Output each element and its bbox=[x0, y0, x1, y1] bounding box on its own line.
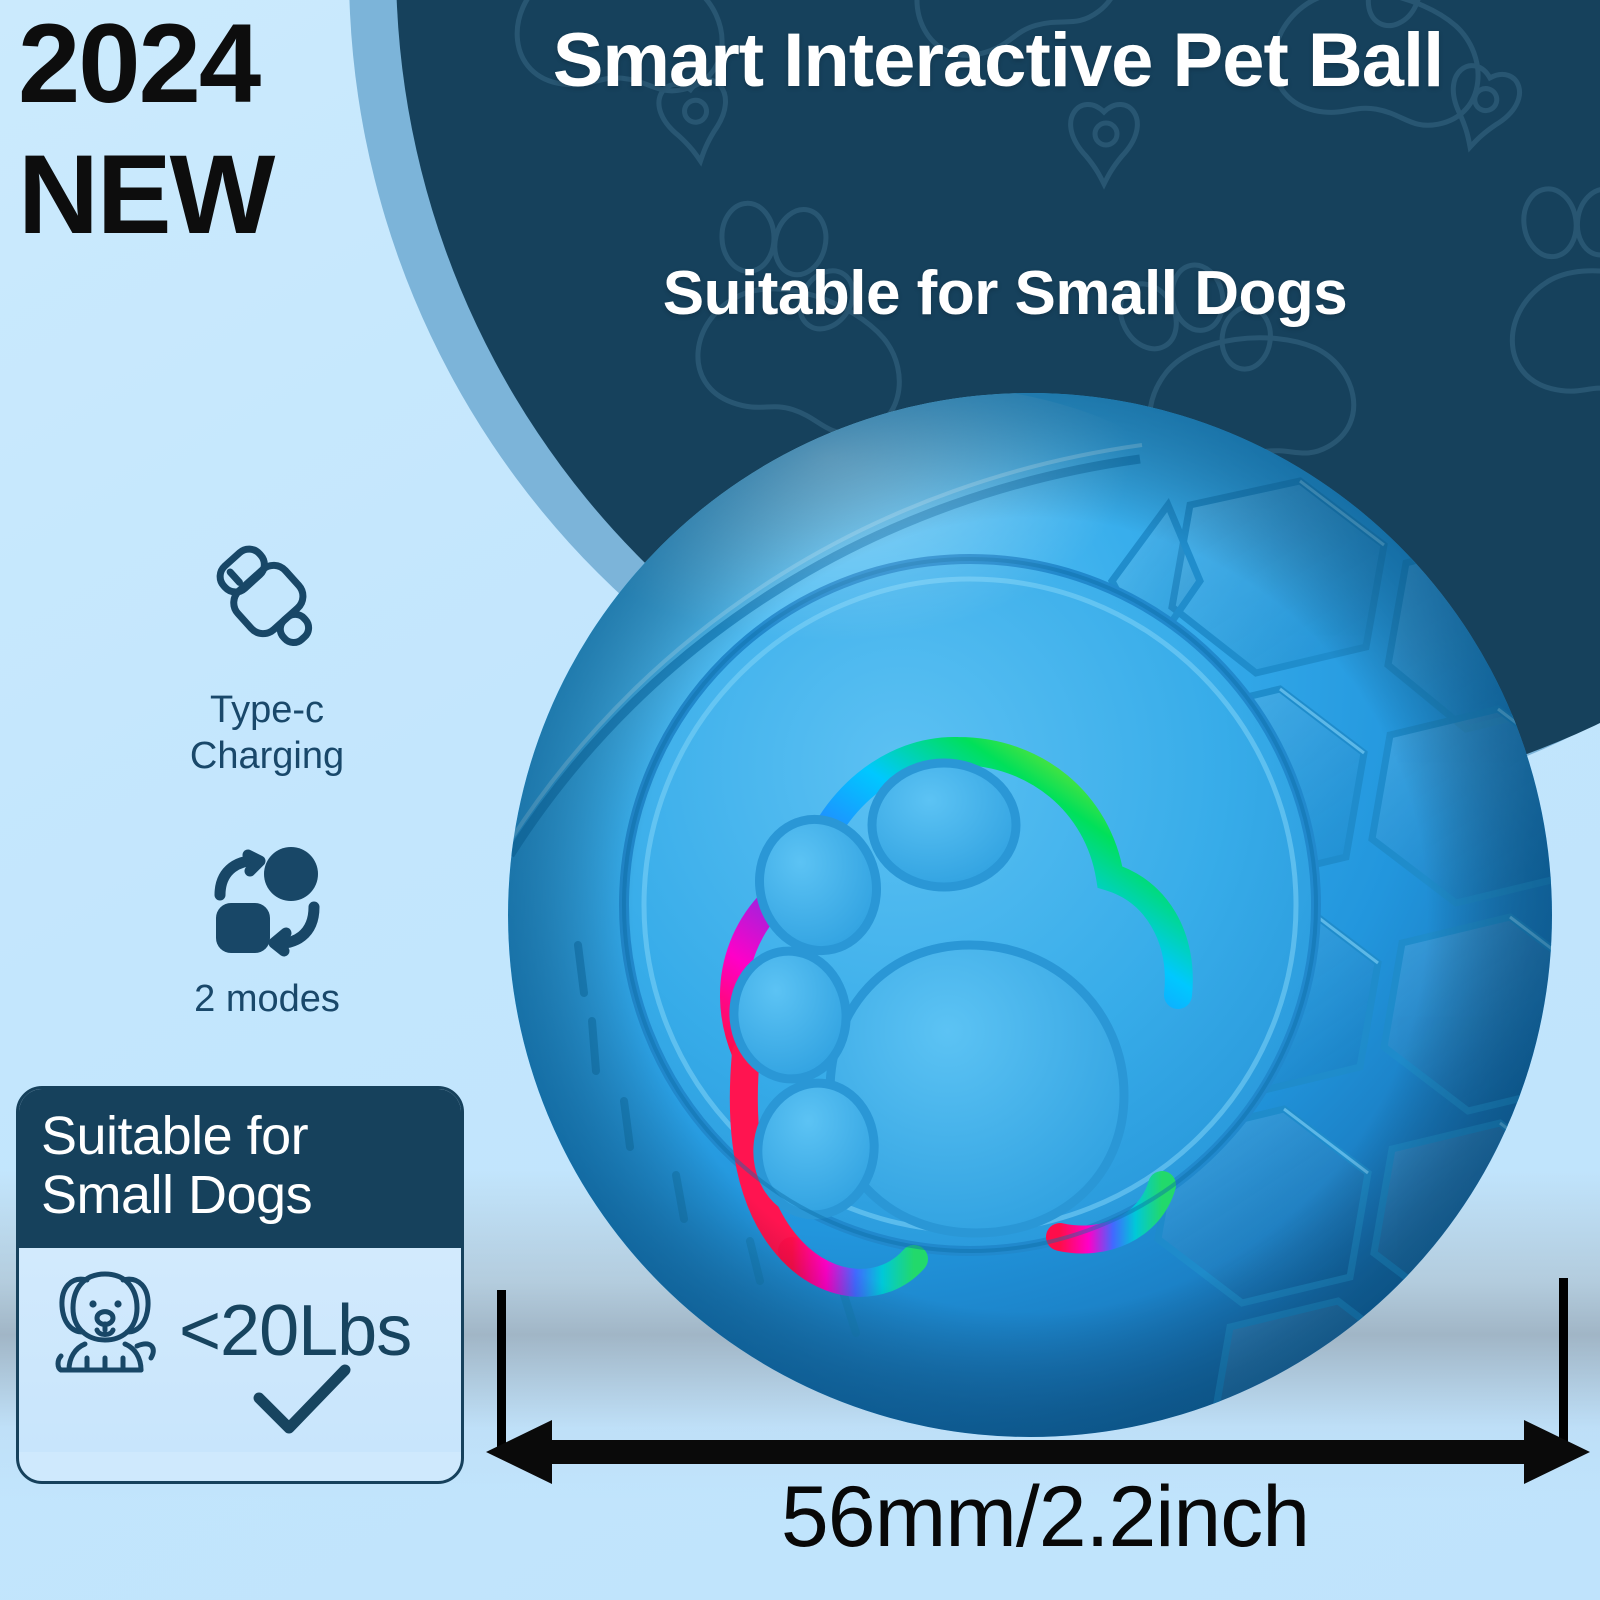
weight-limit-label: <20Lbs bbox=[179, 1290, 412, 1371]
feature-label: Type-c Charging bbox=[189, 689, 345, 778]
smart-pet-ball-illustration bbox=[508, 393, 1552, 1437]
dimension-tick-left bbox=[497, 1290, 506, 1452]
feature-two-modes: 2 modes bbox=[152, 845, 382, 1022]
double-headed-arrow-icon bbox=[478, 1412, 1598, 1497]
feature-label: 2 modes bbox=[194, 978, 340, 1020]
pet-ball-product bbox=[500, 385, 1560, 1445]
badge-year: 2024 bbox=[18, 1, 261, 126]
usb-type-c-connector-icon bbox=[152, 528, 382, 673]
new-year-badge: 2024 NEW bbox=[18, 1, 275, 257]
two-modes-swap-icon bbox=[152, 845, 382, 962]
card-heading: Suitable for Small Dogs bbox=[19, 1089, 461, 1248]
dog-icon bbox=[41, 1260, 169, 1393]
dimension-label: 56mm/2.2inch bbox=[780, 1469, 1310, 1565]
check-icon bbox=[247, 1360, 357, 1445]
page-subtitle: Suitable for Small Dogs bbox=[662, 259, 1348, 328]
page-title: Smart Interactive Pet Ball bbox=[552, 18, 1445, 103]
small-dogs-badge-card: Suitable for Small Dogs bbox=[16, 1086, 464, 1484]
card-body: <20Lbs bbox=[19, 1247, 461, 1452]
feature-type-c-charging: Type-c Charging bbox=[152, 528, 382, 780]
dimension-tick-right bbox=[1559, 1278, 1568, 1454]
badge-new-word: NEW bbox=[18, 131, 275, 257]
